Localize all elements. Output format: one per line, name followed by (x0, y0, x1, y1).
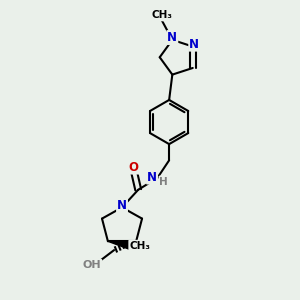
Text: N: N (117, 199, 127, 212)
Polygon shape (108, 241, 132, 250)
Text: H: H (160, 176, 168, 187)
Text: N: N (189, 38, 199, 51)
Text: O: O (129, 160, 139, 174)
Text: OH: OH (83, 260, 101, 270)
Text: CH₃: CH₃ (129, 241, 150, 251)
Text: CH₃: CH₃ (152, 11, 172, 20)
Text: N: N (147, 171, 157, 184)
Text: N: N (167, 31, 177, 44)
